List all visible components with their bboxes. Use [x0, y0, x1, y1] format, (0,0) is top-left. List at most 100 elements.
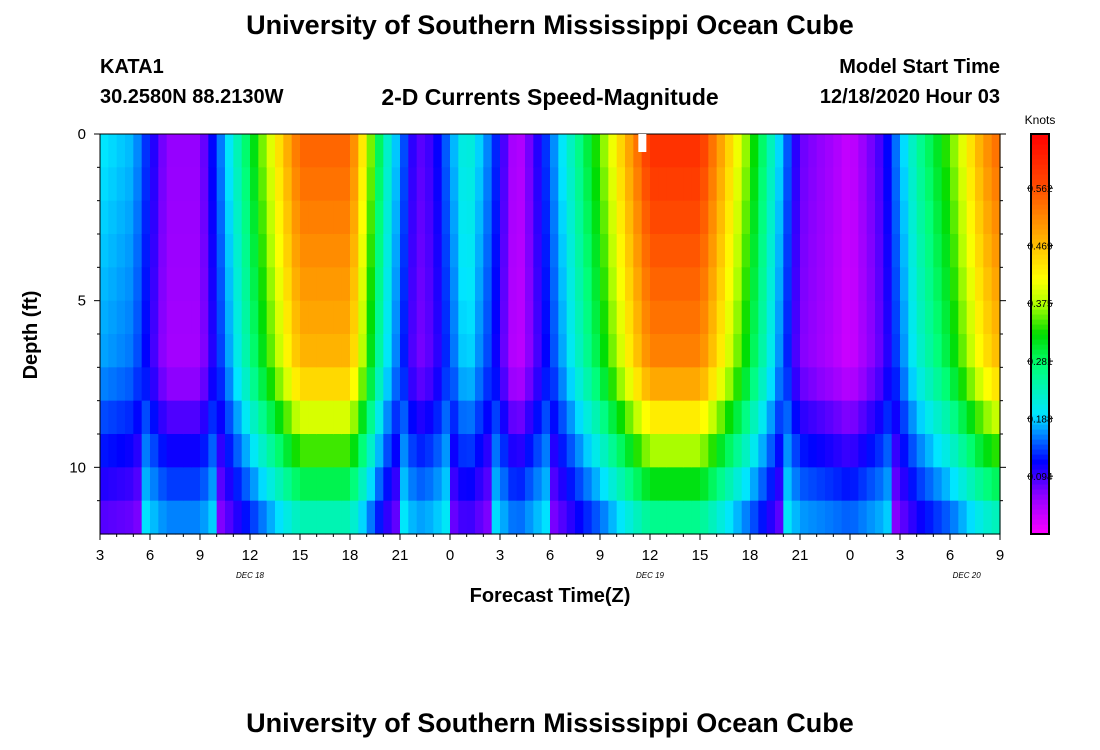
heatmap-cell — [383, 234, 393, 268]
y-tick-label: 0 — [78, 126, 86, 143]
heatmap-cell — [225, 367, 234, 402]
heatmap-cell — [941, 234, 951, 268]
heatmap-cell — [483, 500, 493, 535]
heatmap-cell — [166, 300, 176, 335]
heatmap-cell — [175, 400, 184, 435]
heatmap-cell — [275, 234, 284, 268]
heatmap-cell — [116, 334, 126, 368]
heatmap-cell — [450, 367, 459, 402]
heatmap-cell — [958, 334, 968, 368]
heatmap-cell — [841, 400, 851, 435]
heatmap-cell — [308, 200, 318, 235]
heatmap-cell — [208, 434, 218, 468]
heatmap-cell — [150, 467, 159, 502]
heatmap-cell — [866, 200, 876, 235]
heatmap-cell — [916, 334, 926, 368]
heatmap-cell — [333, 234, 343, 268]
heatmap-cell — [666, 134, 676, 168]
heatmap-cell — [150, 400, 159, 435]
colorbar-segment — [1031, 374, 1049, 380]
colorbar-segment — [1031, 464, 1049, 470]
heatmap-cell — [333, 434, 343, 468]
heatmap-cell — [950, 367, 959, 402]
heatmap-cell — [158, 500, 168, 535]
heatmap-cell — [958, 267, 968, 302]
heatmap-cell — [441, 134, 451, 168]
heatmap-cell — [700, 167, 709, 202]
heatmap-cell — [141, 200, 151, 235]
heatmap-cell — [708, 200, 718, 235]
heatmap-cell — [583, 300, 593, 335]
heatmap-cell — [791, 467, 801, 502]
heatmap-cell — [633, 300, 643, 335]
colorbar-segment — [1031, 274, 1049, 280]
heatmap-cell — [916, 167, 926, 202]
heatmap-cell — [183, 434, 193, 468]
heatmap-cell — [700, 500, 709, 535]
heatmap-cell — [241, 134, 251, 168]
heatmap-cell — [666, 234, 676, 268]
heatmap-cell — [225, 300, 234, 335]
heatmap-cell — [133, 234, 143, 268]
heatmap-cell — [791, 167, 801, 202]
heatmap-cell — [450, 234, 459, 268]
heatmap-cell — [366, 334, 376, 368]
colorbar-segment — [1031, 359, 1049, 365]
heatmap-cell — [816, 200, 826, 235]
heatmap-cell — [291, 234, 301, 268]
heatmap-cell — [325, 134, 334, 168]
heatmap-cell — [225, 434, 234, 468]
heatmap-cell — [841, 467, 851, 502]
heatmap-cell — [266, 167, 276, 202]
heatmap-cell — [350, 500, 359, 535]
heatmap-cell — [516, 400, 526, 435]
colorbar-segment — [1031, 314, 1049, 320]
heatmap-cell — [583, 500, 593, 535]
heatmap-cell — [900, 267, 909, 302]
heatmap-cell — [850, 500, 859, 535]
heatmap-cell — [383, 134, 393, 168]
heatmap-cell — [808, 167, 818, 202]
heatmap-cell — [433, 334, 443, 368]
heatmap-cell — [975, 300, 984, 335]
heatmap-cell — [766, 300, 776, 335]
heatmap-cell — [908, 500, 918, 535]
heatmap-cell — [483, 434, 493, 468]
heatmap-cell — [166, 267, 176, 302]
heatmap-cell — [358, 467, 368, 502]
heatmap-cell — [916, 134, 926, 168]
heatmap-cell — [808, 134, 818, 168]
heatmap-cell — [108, 334, 118, 368]
heatmap-cell — [125, 134, 134, 168]
heatmap-cell — [766, 467, 776, 502]
heatmap-cell — [366, 200, 376, 235]
heatmap-cell — [816, 234, 826, 268]
heatmap-cell — [341, 200, 351, 235]
colorbar-segment — [1031, 139, 1049, 145]
model-start-label: Model Start Time — [839, 56, 1000, 78]
heatmap-cell — [966, 200, 976, 235]
heatmap-cell — [966, 300, 976, 335]
heatmap-cell — [241, 334, 251, 368]
heatmap-cell — [641, 167, 651, 202]
heatmap-cell — [658, 500, 668, 535]
heatmap-cell — [933, 300, 943, 335]
heatmap-cell — [325, 467, 334, 502]
colorbar-segment — [1031, 149, 1049, 155]
heatmap-cell — [166, 167, 176, 202]
heatmap-cell — [758, 334, 768, 368]
heatmap-cell — [475, 200, 484, 235]
heatmap-cell — [433, 367, 443, 402]
heatmap-cell — [875, 167, 884, 202]
heatmap-cell — [266, 400, 276, 435]
heatmap-cell — [208, 167, 218, 202]
heatmap-cell — [983, 134, 993, 168]
heatmap-cell — [883, 234, 893, 268]
heatmap-cell — [566, 234, 576, 268]
heatmap-cell — [733, 367, 743, 402]
heatmap-cell — [133, 467, 143, 502]
heatmap-cell — [625, 267, 634, 302]
heatmap-cell — [583, 400, 593, 435]
heatmap-cell — [175, 267, 184, 302]
heatmap-cell — [975, 434, 984, 468]
